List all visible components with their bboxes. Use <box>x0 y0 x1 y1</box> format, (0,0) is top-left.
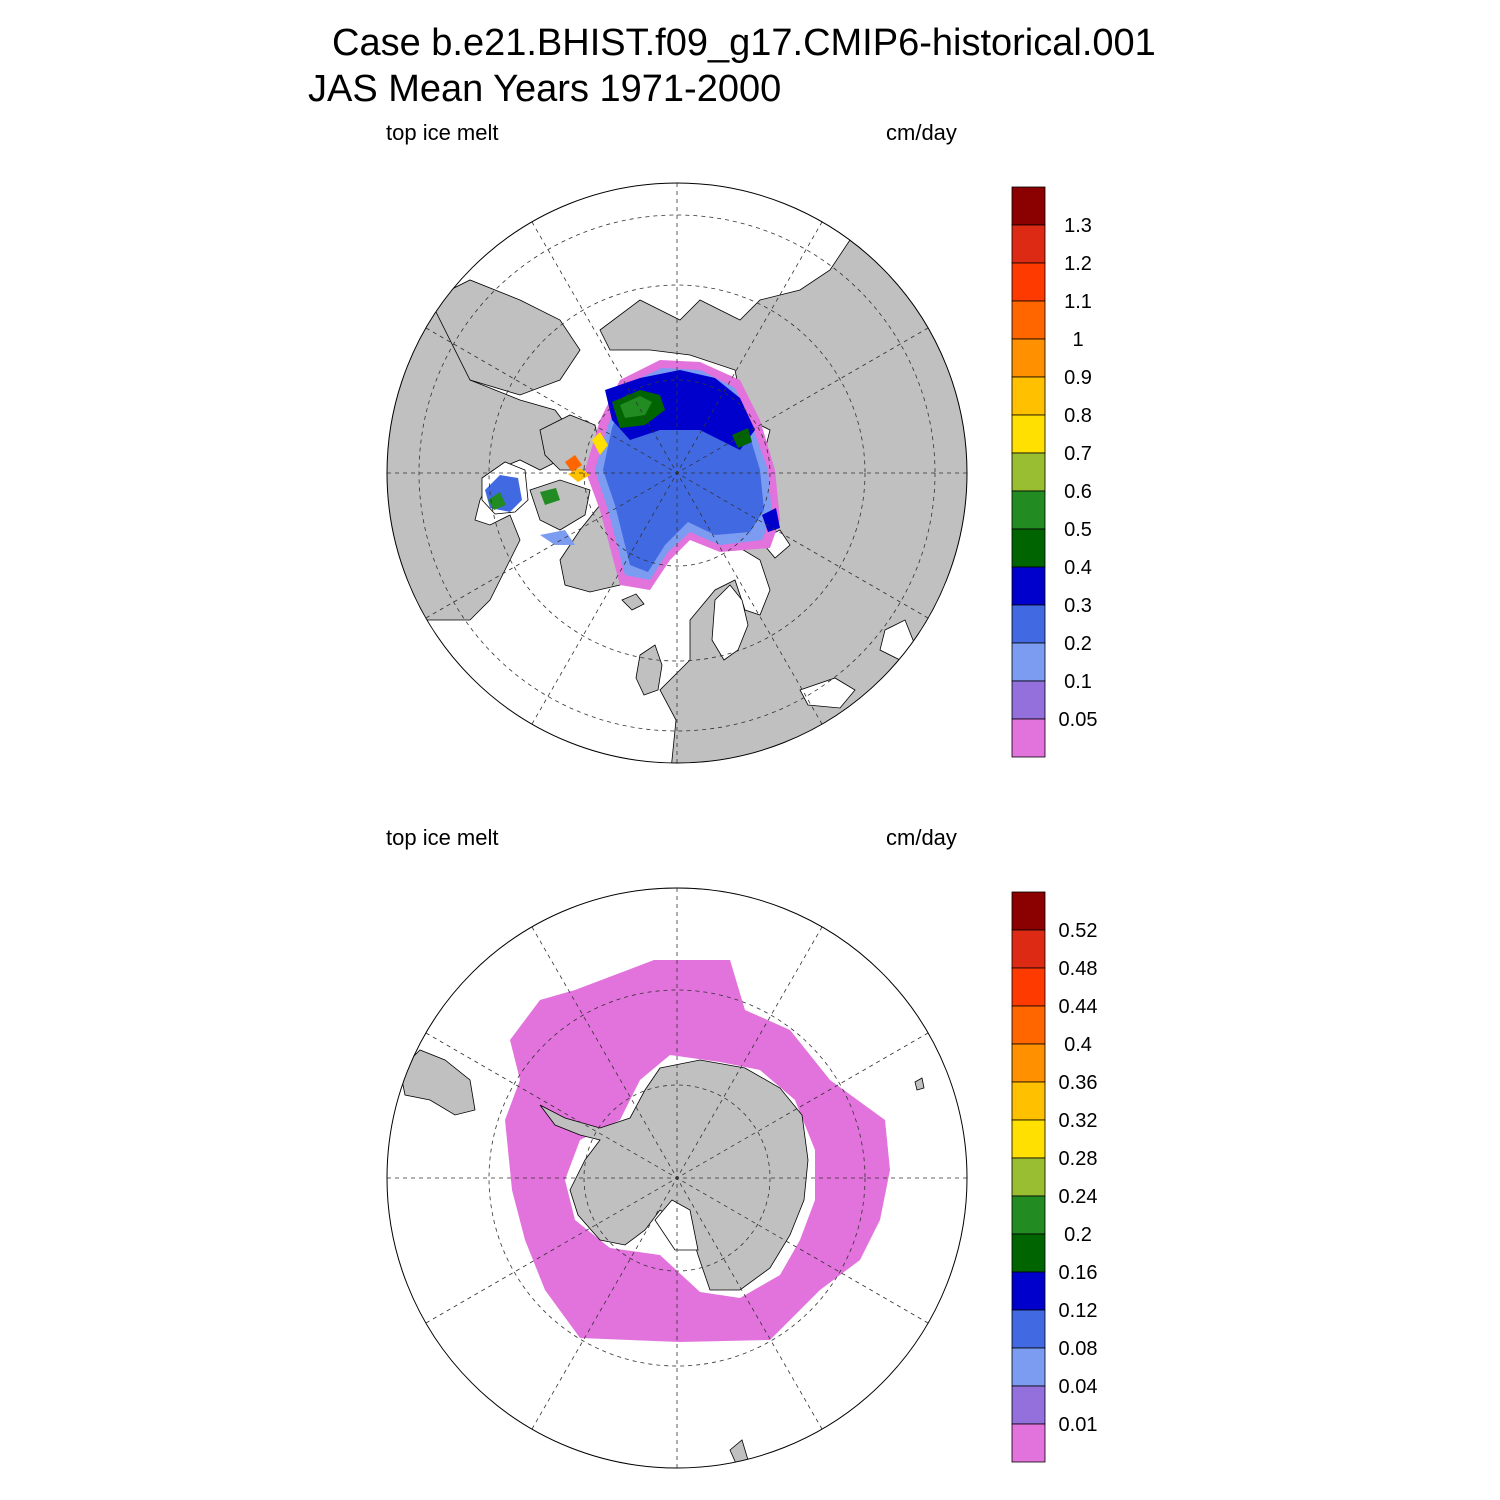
north-colorbar-tick-label: 1.3 <box>1064 215 1092 237</box>
south-colorbar-swatch <box>1011 1309 1046 1349</box>
north-map-graticule <box>387 183 967 763</box>
south-map-land-kerguelen <box>914 1077 925 1091</box>
north-colorbar-tick-label: 0.05 <box>1059 709 1098 731</box>
south-colorbar-tick-label: 0.04 <box>1059 1376 1098 1398</box>
north-colorbar-swatch <box>1011 300 1046 340</box>
north-colorbar: 1.3 1.2 1.1 1 0.9 0.8 0.7 0.6 0.5 0.4 0.3 0.2 0.1 0.0… <box>1011 186 1098 758</box>
north-colorbar-tick-label: 0.2 <box>1064 633 1092 655</box>
figure-title-line2: JAS Mean Years 1971-2000 <box>308 68 782 110</box>
north-melt-baffin-green <box>540 488 560 505</box>
north-colorbar-tick-label: 0.1 <box>1064 671 1092 693</box>
south-colorbar-swatch <box>1011 1233 1046 1273</box>
south-panel-variable-label: top ice melt <box>386 825 499 850</box>
south-polar-map <box>386 887 968 1469</box>
north-map-black-sea <box>799 677 856 709</box>
south-colorbar-swatch <box>1011 1043 1046 1083</box>
north-colorbar-swatch <box>1011 604 1046 644</box>
north-colorbar-tick-label: 1.2 <box>1064 253 1092 275</box>
south-colorbar-tick-label: 0.44 <box>1059 996 1098 1018</box>
north-colorbar-swatch <box>1011 452 1046 492</box>
north-colorbar-tick-label: 0.5 <box>1064 519 1092 541</box>
south-colorbar-swatch <box>1011 1157 1046 1197</box>
south-colorbar-tick-label: 0.4 <box>1064 1034 1092 1056</box>
north-colorbar-tick-label: 0.3 <box>1064 595 1092 617</box>
north-melt-band-0-3 <box>605 370 755 450</box>
north-melt-greenland-coast <box>540 530 575 545</box>
south-colorbar-swatch <box>1011 1195 1046 1235</box>
north-colorbar-swatch <box>1011 680 1046 720</box>
north-melt-band-0-5 <box>620 396 652 418</box>
north-colorbar-swatch <box>1011 262 1046 302</box>
south-colorbar-tick-label: 0.2 <box>1064 1224 1092 1246</box>
south-colorbar-swatch <box>1011 1005 1046 1045</box>
south-colorbar: 0.52 0.48 0.44 0.4 0.36 0.32 0.28 0.24 0.2 0.16 0.… <box>1011 891 1098 1463</box>
south-colorbar-tick-label: 0.24 <box>1059 1186 1098 1208</box>
south-map-land-antarctica <box>539 1059 809 1291</box>
north-colorbar-swatch <box>1011 642 1046 682</box>
north-sea-ice-melt-field <box>485 360 780 590</box>
north-colorbar-swatch <box>1011 566 1046 606</box>
north-colorbar-swatch <box>1011 186 1046 226</box>
north-colorbar-tick-label: 0.6 <box>1064 481 1092 503</box>
south-colorbar-tick-label: 0.08 <box>1059 1338 1098 1360</box>
figure-title-line1: Case b.e21.BHIST.f09_g17.CMIP6-historica… <box>332 22 1156 64</box>
south-colorbar-swatch <box>1011 1385 1046 1425</box>
south-colorbar-tick-label: 0.52 <box>1059 920 1098 942</box>
north-colorbar-swatch <box>1011 490 1046 530</box>
north-map-land-iceland <box>621 593 645 611</box>
south-map-land-south-america <box>399 1049 476 1116</box>
north-melt-archipelago-orange <box>565 455 582 472</box>
north-colorbar-tick-label: 0.7 <box>1064 443 1092 465</box>
south-colorbar-tick-label: 0.12 <box>1059 1300 1098 1322</box>
north-map-baltic-sea <box>711 584 749 661</box>
north-colorbar-tick-label: 1.1 <box>1064 291 1092 313</box>
north-panel-variable-label: top ice melt <box>386 120 499 145</box>
north-melt-archipelago-gold <box>568 468 590 482</box>
north-polar-map <box>386 182 968 764</box>
north-panel-units-label: cm/day <box>886 120 957 145</box>
north-colorbar-swatch <box>1011 376 1046 416</box>
north-colorbar-swatch <box>1011 338 1046 378</box>
south-colorbar-swatch <box>1011 929 1046 969</box>
north-colorbar-tick-label: 0.9 <box>1064 367 1092 389</box>
south-colorbar-swatch <box>1011 1347 1046 1387</box>
north-colorbar-swatch <box>1011 528 1046 568</box>
south-colorbar-tick-label: 0.16 <box>1059 1262 1098 1284</box>
north-colorbar-tick-label: 0.4 <box>1064 557 1092 579</box>
north-colorbar-tick-label: 1 <box>1072 329 1083 351</box>
south-panel-units-label: cm/day <box>886 825 957 850</box>
north-map-land-north-america <box>387 299 571 621</box>
south-colorbar-tick-label: 0.28 <box>1059 1148 1098 1170</box>
south-colorbar-swatch <box>1011 1423 1046 1463</box>
north-melt-band-east-small <box>762 508 780 532</box>
north-colorbar-tick-label: 0.8 <box>1064 405 1092 427</box>
south-map-frame <box>386 887 968 1469</box>
south-colorbar-swatch <box>1011 1271 1046 1311</box>
south-colorbar-swatch <box>1011 1081 1046 1121</box>
north-colorbar-swatch <box>1011 718 1046 758</box>
south-colorbar-swatch <box>1011 1119 1046 1159</box>
south-colorbar-swatch <box>1011 891 1046 931</box>
north-melt-archipelago-yellow <box>592 432 608 455</box>
north-map-frame <box>386 182 968 764</box>
south-sea-ice-melt-ring <box>505 960 890 1342</box>
south-colorbar-swatch <box>1011 967 1046 1007</box>
south-colorbar-tick-label: 0.36 <box>1059 1072 1098 1094</box>
south-map-graticule <box>387 888 967 1468</box>
south-colorbar-tick-label: 0.32 <box>1059 1110 1098 1132</box>
north-melt-hudson-green <box>488 492 506 510</box>
north-colorbar-swatch <box>1011 414 1046 454</box>
south-colorbar-tick-label: 0.48 <box>1059 958 1098 980</box>
south-colorbar-tick-label: 0.01 <box>1059 1414 1098 1436</box>
south-map-ross-ice-shelf <box>654 1199 699 1251</box>
north-colorbar-swatch <box>1011 224 1046 264</box>
